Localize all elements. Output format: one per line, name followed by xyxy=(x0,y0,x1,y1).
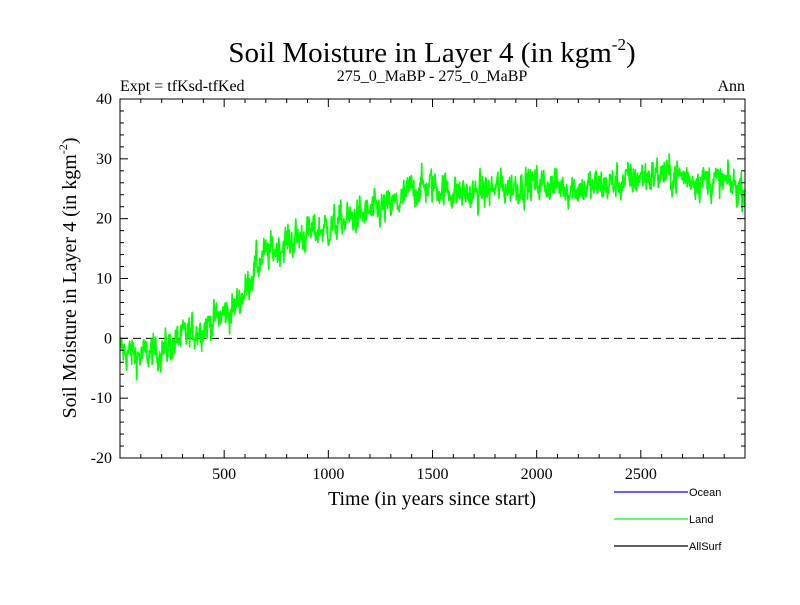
chart-title-superscript: -2 xyxy=(612,35,626,54)
x-tick-label: 2500 xyxy=(625,466,657,483)
x-axis-label: Time (in years since start) xyxy=(328,488,536,510)
y-axis-label-main: Soil Moisture in Layer 4 (in kgm xyxy=(59,154,81,419)
series-land xyxy=(120,153,745,381)
plot-frame xyxy=(119,98,746,459)
x-tick-label: 2000 xyxy=(521,466,553,483)
y-tick-label: 10 xyxy=(96,271,112,288)
legend-label-ocean: Ocean xyxy=(689,487,721,499)
legend-label-allsurf: AllSurf xyxy=(689,541,722,553)
chart-title-main: Soil Moisture in Layer 4 (in kgm xyxy=(228,37,612,69)
x-tick-label: 1500 xyxy=(417,466,449,483)
y-tick-label: 30 xyxy=(96,151,112,168)
legend-label-land: Land xyxy=(689,514,713,526)
subtitle-right: Ann xyxy=(717,78,745,95)
series-line-land xyxy=(120,153,745,381)
y-tick-label: -10 xyxy=(91,390,112,407)
subtitle-center: 275_0_MaBP - 275_0_MaBP xyxy=(337,68,528,85)
y-tick-label: 0 xyxy=(104,330,112,347)
y-axis: -20 -10 0 10 20 30 40 xyxy=(91,91,745,467)
subtitle-left: Expt = tfKsd-tfKed xyxy=(120,78,245,95)
chart-title: Soil Moisture in Layer 4 (in kgm-2) xyxy=(228,35,635,69)
y-axis-label: Soil Moisture in Layer 4 (in kgm-2) xyxy=(56,137,81,418)
x-tick-label: 500 xyxy=(212,466,236,483)
y-tick-label: 40 xyxy=(96,91,112,108)
y-tick-label: 20 xyxy=(96,211,112,228)
y-axis-label-close: ) xyxy=(59,137,81,144)
y-tick-label: -20 xyxy=(91,450,112,467)
legend: Ocean Land AllSurf xyxy=(614,487,722,553)
chart-title-text: Soil Moisture in Layer 4 (in kgm-2) xyxy=(228,35,635,69)
y-axis-label-superscript: -2 xyxy=(56,144,70,154)
x-axis: 500 1000 1500 2000 2500 xyxy=(140,99,725,483)
chart-title-close: ) xyxy=(626,37,636,69)
x-tick-label: 1000 xyxy=(312,466,344,483)
